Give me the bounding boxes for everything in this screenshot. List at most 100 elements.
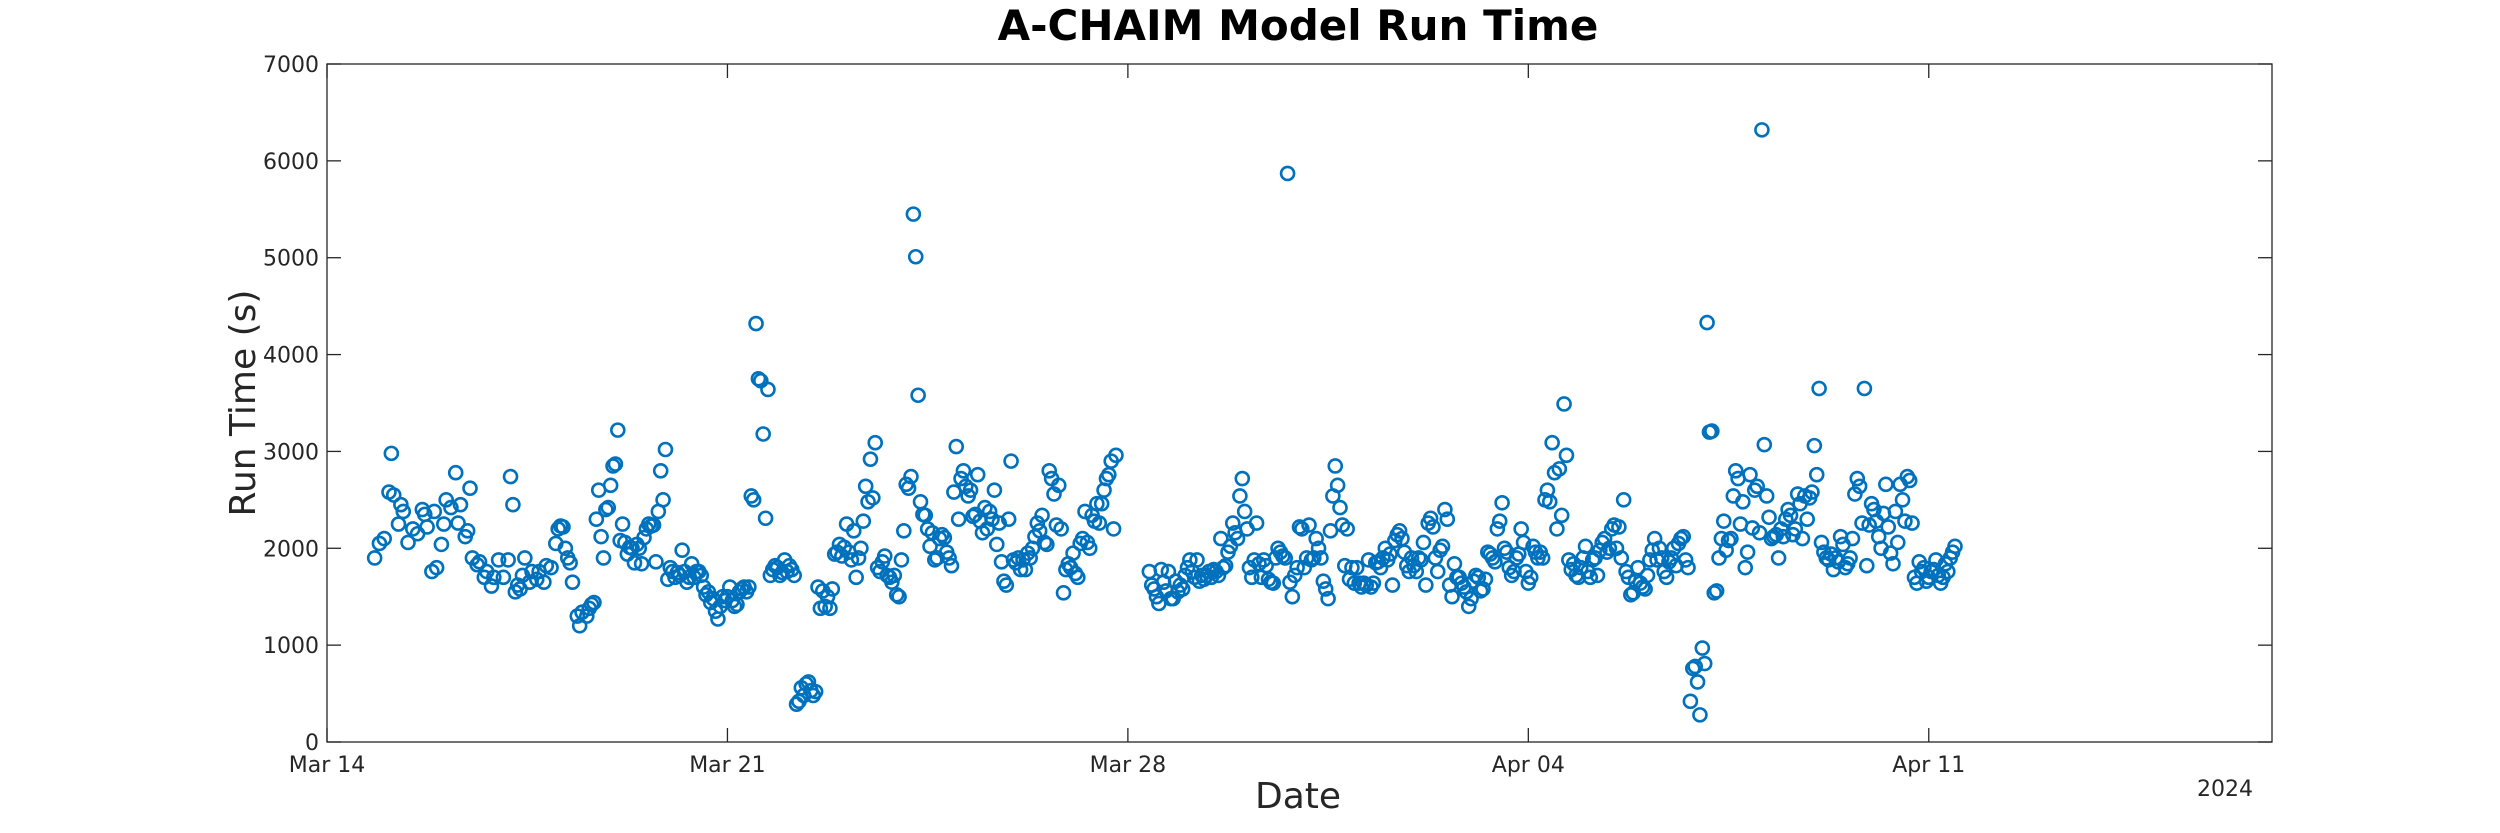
data-point xyxy=(1244,569,1260,586)
data-point xyxy=(986,482,1003,498)
data-point xyxy=(888,586,905,603)
data-point xyxy=(1310,540,1327,557)
data-point xyxy=(1460,598,1477,615)
data-point xyxy=(845,523,862,539)
data-point xyxy=(1551,461,1568,477)
data-point xyxy=(1491,513,1508,529)
y-tick-label: 6000 xyxy=(263,150,319,175)
data-point xyxy=(1070,569,1086,586)
data-point xyxy=(1794,530,1811,547)
data-point xyxy=(1901,472,1918,489)
data-point xyxy=(645,517,662,533)
data-point xyxy=(433,536,450,553)
data-point xyxy=(1275,548,1291,564)
data-point xyxy=(1854,515,1870,531)
data-point xyxy=(707,603,724,620)
data-point xyxy=(1806,437,1823,454)
data-point xyxy=(867,434,884,451)
data-point xyxy=(1749,478,1765,495)
y-axis-label: Run Time (s) xyxy=(223,290,264,517)
x-tick-label: Apr 11 xyxy=(1892,753,1965,778)
y-tick-label: 5000 xyxy=(263,247,319,272)
data-point xyxy=(903,468,919,485)
data-point xyxy=(969,466,986,483)
data-point xyxy=(1689,674,1706,690)
data-point xyxy=(505,496,521,513)
y-axis: 0 1000 2000 3000 4000 5000 6000 7000 xyxy=(263,53,2272,756)
data-point xyxy=(400,534,416,551)
data-point xyxy=(636,529,652,546)
data-point xyxy=(462,480,478,497)
data-point xyxy=(948,438,965,455)
data-point xyxy=(586,594,602,611)
data-point xyxy=(1036,534,1053,551)
data-point xyxy=(1673,530,1689,547)
data-point xyxy=(1623,586,1639,603)
data-point xyxy=(1210,567,1227,584)
data-point xyxy=(836,539,853,556)
data-point xyxy=(490,552,507,568)
data-point xyxy=(1382,546,1398,562)
x-tick-label: Mar 28 xyxy=(1090,753,1167,778)
x-tick-label: Mar 21 xyxy=(689,753,766,778)
data-point xyxy=(1348,559,1365,576)
data-point xyxy=(1584,552,1601,568)
x-axis-year-label: 2024 xyxy=(2197,777,2253,802)
data-point xyxy=(1782,507,1799,524)
data-point xyxy=(450,515,466,531)
data-point xyxy=(1885,555,1901,572)
data-point xyxy=(517,550,533,566)
data-point xyxy=(1601,540,1618,557)
data-point xyxy=(1039,536,1055,553)
data-point xyxy=(1489,521,1506,537)
data-point xyxy=(555,519,571,535)
data-point xyxy=(1887,503,1904,520)
data-point xyxy=(605,458,621,474)
y-tick-label: 2000 xyxy=(263,537,319,562)
data-point xyxy=(1487,554,1503,570)
data-point xyxy=(1558,447,1575,464)
data-point xyxy=(1301,517,1317,533)
data-point xyxy=(1541,493,1558,510)
data-point xyxy=(1613,550,1630,566)
data-point xyxy=(1727,462,1744,479)
data-point xyxy=(383,445,400,462)
data-point xyxy=(1758,488,1775,504)
data-point xyxy=(598,501,614,518)
data-point xyxy=(1549,521,1565,537)
data-point xyxy=(674,542,690,559)
data-point xyxy=(1515,534,1532,551)
data-point xyxy=(1534,550,1551,566)
data-point xyxy=(1756,436,1773,453)
data-point xyxy=(1065,545,1081,561)
data-point xyxy=(1720,532,1737,549)
data-point xyxy=(1611,519,1627,535)
data-point xyxy=(886,567,903,584)
data-point xyxy=(1751,524,1768,541)
data-point xyxy=(786,567,802,584)
data-point xyxy=(750,370,767,387)
data-point xyxy=(1439,511,1456,528)
data-point xyxy=(1849,470,1866,487)
data-point xyxy=(855,513,872,529)
data-point xyxy=(1737,559,1754,576)
data-point xyxy=(1658,569,1675,586)
data-point xyxy=(1425,519,1441,535)
data-point xyxy=(1234,470,1251,487)
data-point xyxy=(376,530,393,547)
data-point xyxy=(910,387,926,404)
data-point xyxy=(755,426,771,442)
data-point xyxy=(426,503,443,520)
data-point xyxy=(848,569,864,586)
data-point xyxy=(1615,492,1632,508)
data-point xyxy=(1630,559,1646,576)
data-point xyxy=(1463,590,1479,607)
data-point xyxy=(1055,585,1072,601)
data-point xyxy=(988,536,1005,553)
data-point xyxy=(1675,528,1692,545)
data-point xyxy=(1770,550,1787,566)
data-point xyxy=(459,523,476,539)
data-point xyxy=(600,499,617,516)
data-point xyxy=(1303,552,1320,568)
